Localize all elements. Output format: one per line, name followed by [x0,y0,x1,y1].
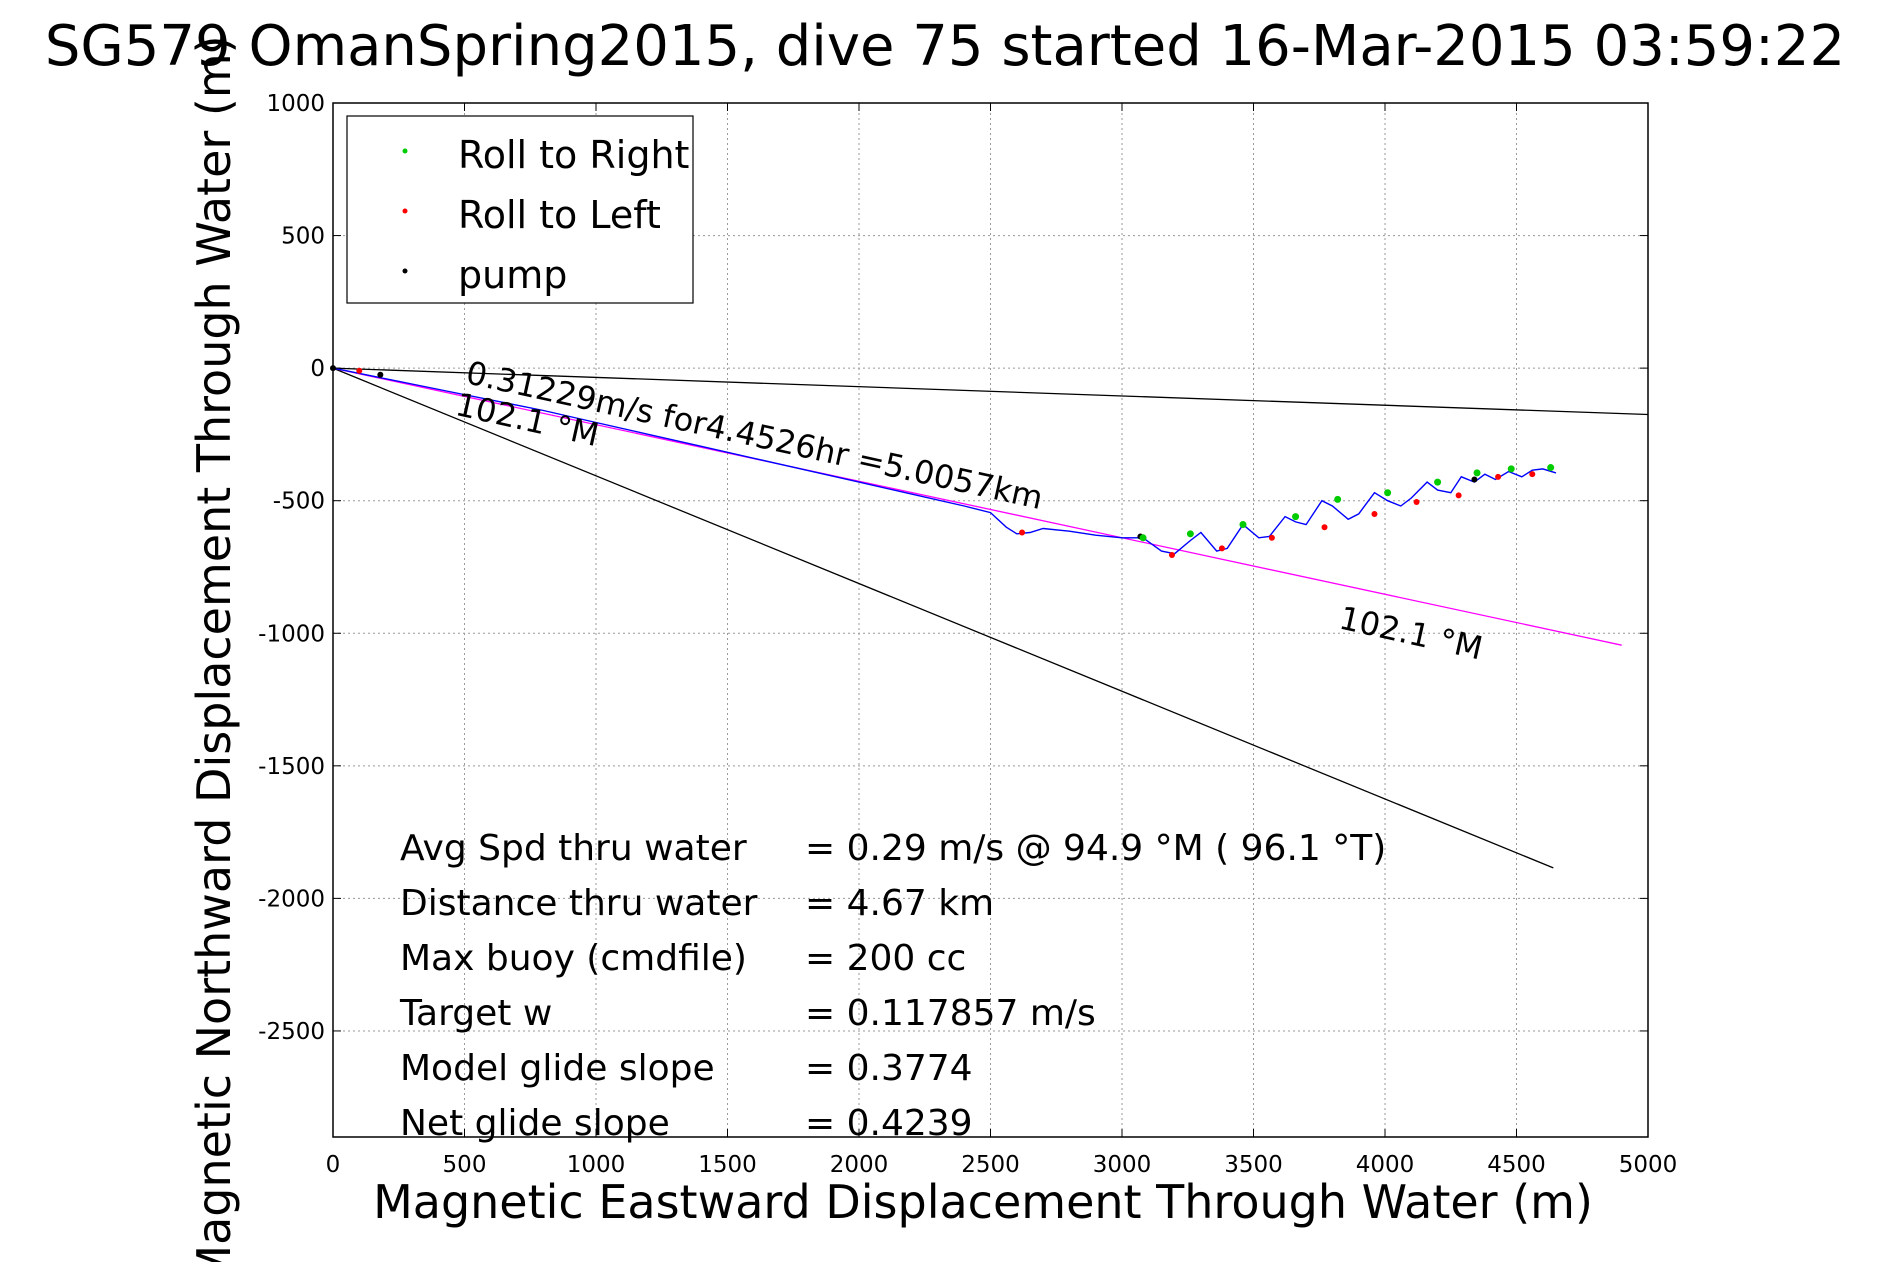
y-tick-label: -2500 [258,1019,325,1045]
x-tick-label: 2500 [961,1152,1020,1178]
y-axis-label: Magnetic Northward Displacement Through … [187,35,241,1262]
roll-right-point [1239,521,1247,529]
legend-marker [402,208,408,214]
y-tick-label: 0 [310,356,325,382]
x-tick-label: 2000 [830,1152,889,1178]
track-layer [332,367,1557,555]
x-tick-label: 5000 [1619,1152,1678,1178]
roll-right-point [1434,478,1442,486]
stat-label: Distance thru water [400,883,758,924]
stat-label: Net glide slope [400,1103,670,1144]
axes: 0 500 1000 1500 2000 2500 3000 3500 4000 4500 5000… [258,91,1677,1178]
roll-right-point [1139,534,1147,542]
roll-right-point [1384,489,1392,497]
x-tick-label: 1000 [567,1152,626,1178]
y-tick-label: -1000 [258,621,325,647]
chart-title: SG579 OmanSpring2015, dive 75 started 16… [45,14,1845,79]
roll-right-point [1292,513,1300,521]
stat-label: Avg Spd thru water [400,828,747,869]
roll-right-point [1186,530,1194,538]
legend-label: pump [458,253,567,297]
stat-value: = 4.67 km [805,883,994,924]
roll-left-point [1268,534,1275,541]
roll-left-point [1413,499,1420,506]
roll-left-point [1455,492,1462,499]
y-tick-label: 1000 [266,91,325,117]
roll-left-point [1019,529,1026,536]
stat-label: Target w [399,993,552,1034]
x-axis-label: Magnetic Eastward Displacement Through W… [373,1175,1593,1229]
x-tick-label: 1500 [698,1152,757,1178]
y-tick-label: -2000 [258,886,325,912]
roll-left-point [1371,510,1378,517]
legend-marker [402,268,408,274]
x-tick-label: 500 [443,1152,487,1178]
x-tick-label: 4000 [1356,1152,1415,1178]
plot-frame [332,102,1649,1138]
marker-points [330,365,1555,559]
legend-label: Roll to Left [458,193,661,237]
y-tick-label: -500 [273,489,325,515]
y-tick-label: -1500 [258,754,325,780]
track-line [332,367,1557,555]
reference-line-0 [332,367,1649,416]
roll-right-point [1473,469,1481,477]
stat-value: = 0.117857 m/s [805,993,1096,1034]
reference-lines [332,367,1649,869]
reference-line-2 [332,367,1622,646]
stat-value: = 0.3774 [805,1048,973,1089]
pump-point [1471,476,1478,483]
pump-point [377,371,384,378]
stat-value: = 0.4239 [805,1103,973,1144]
stat-label: Model glide slope [400,1048,715,1089]
roll-left-point [1495,473,1502,480]
roll-right-point [1507,465,1515,473]
stat-value: = 200 cc [805,938,966,979]
x-tick-label: 4500 [1487,1152,1546,1178]
stat-value: = 0.29 m/s @ 94.9 °M ( 96.1 °T) [805,828,1386,869]
legend-label: Roll to Right [458,133,689,177]
legend-marker [402,148,408,154]
stats-block: Avg Spd thru water = 0.29 m/s @ 94.9 °M (… [399,828,1386,1144]
roll-right-point [1334,495,1342,503]
roll-right-point [1547,464,1555,472]
legend: Roll to Right Roll to Left pump [346,115,694,304]
roll-left-point [1168,552,1175,559]
x-tick-label: 0 [326,1152,341,1178]
x-tick-label: 3500 [1224,1152,1283,1178]
reference-line-1 [332,367,1554,869]
x-tick-label: 3000 [1093,1152,1152,1178]
y-tick-label: 500 [281,224,325,250]
roll-left-point [1218,545,1225,552]
roll-left-point [356,367,363,374]
roll-left-point [1529,471,1536,478]
stat-label: Max buoy (cmdfile) [400,938,747,979]
roll-left-point [1321,524,1328,531]
